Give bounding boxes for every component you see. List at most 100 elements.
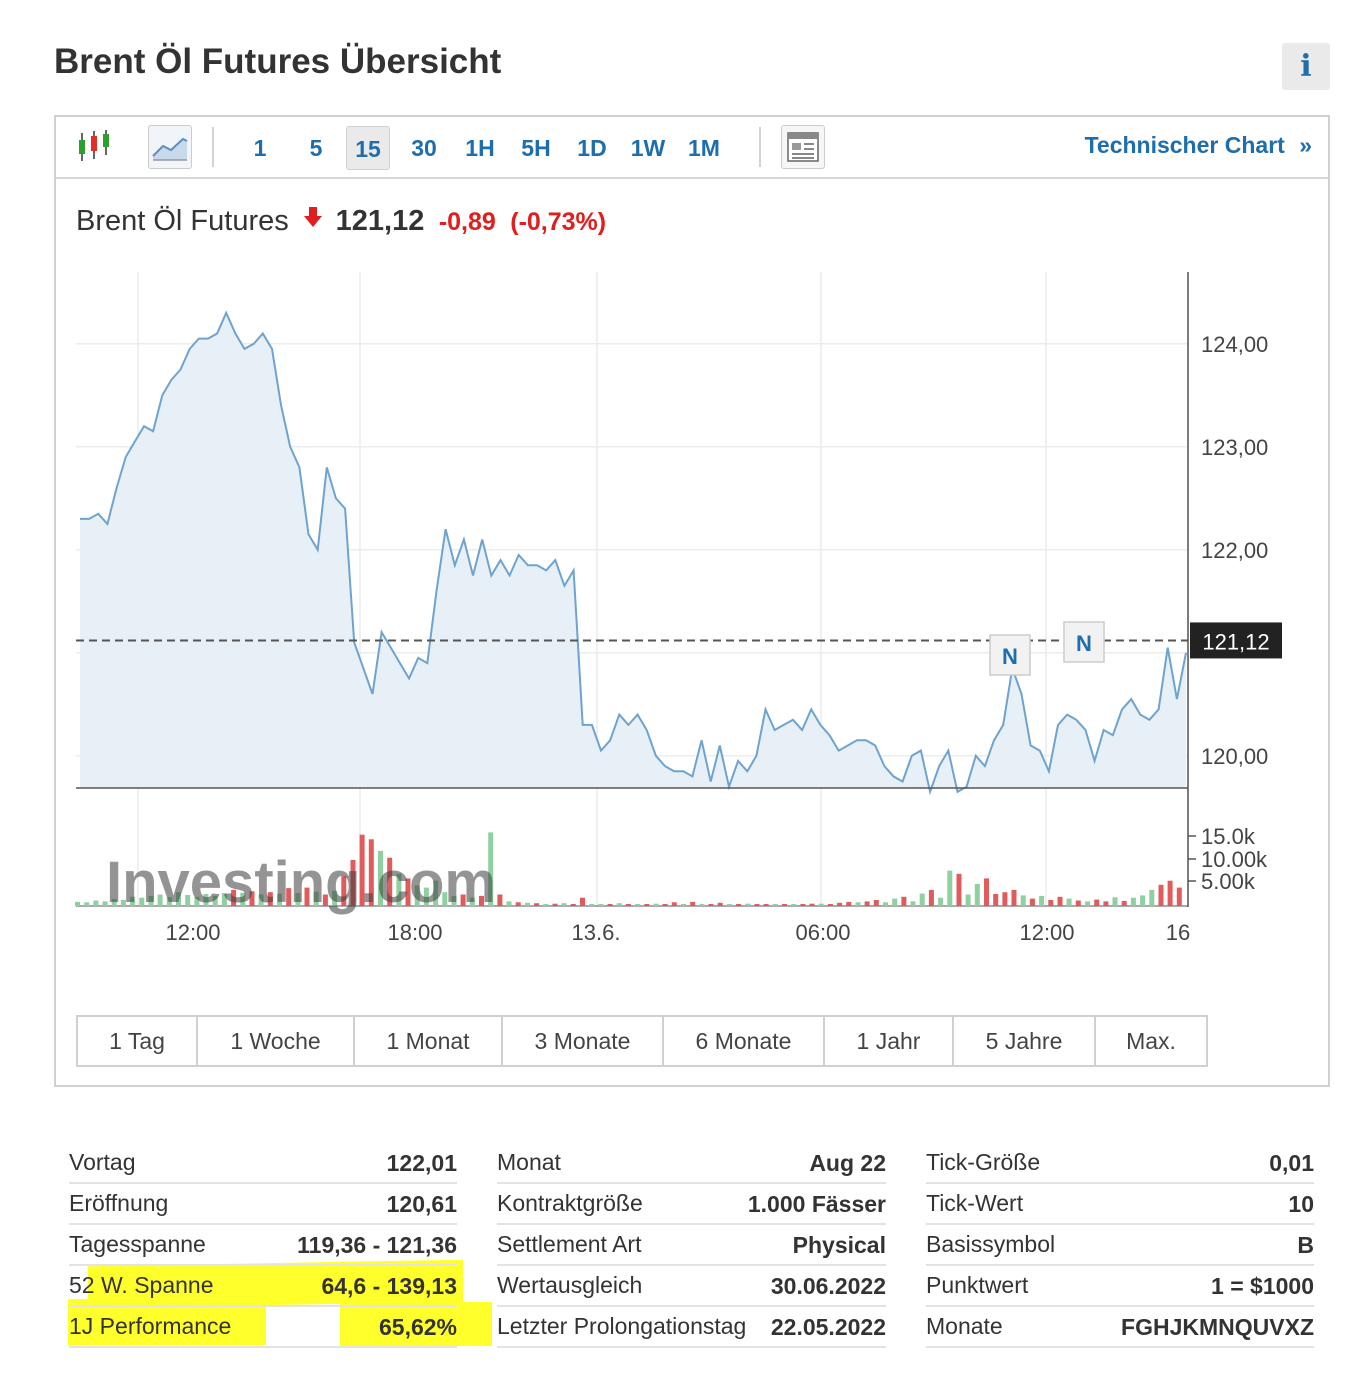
price-chart[interactable]: 121,12 124,00 123,00 122,00 120,00 15.0k10.00…: [56, 262, 1328, 962]
volume-bar: [754, 904, 760, 906]
volume-bar: [708, 904, 714, 906]
x-tick-label: 18:00: [387, 920, 442, 945]
volume-bar: [433, 880, 439, 906]
stat-label: 52 W. Spanne: [69, 1272, 214, 1298]
arrow-down-icon: [303, 206, 323, 233]
volume-bar: [212, 895, 218, 906]
stat-value: 65,62%: [378, 1314, 457, 1340]
volume-bar: [846, 901, 852, 906]
volume-bar: [938, 897, 944, 906]
volume-bar: [883, 902, 888, 906]
volume-bar: [148, 895, 154, 906]
volume-tick-label: 5.00k: [1201, 869, 1256, 894]
volume-bar: [231, 889, 237, 906]
volume-bar: [561, 903, 567, 906]
news-layout-icon[interactable]: [781, 125, 825, 169]
volume-bar: [194, 896, 200, 906]
technical-chart-link[interactable]: Technischer Chart »: [1085, 132, 1312, 159]
volume-bar: [598, 904, 604, 906]
timeframe-15[interactable]: 15: [346, 126, 390, 170]
price-area: [80, 312, 1186, 792]
stat-value: 0,01: [1269, 1150, 1314, 1176]
timeframe-1w[interactable]: 1W: [630, 135, 666, 161]
volume-bar: [497, 894, 503, 906]
area-chart-icon[interactable]: [148, 125, 192, 169]
volume-bar: [745, 903, 751, 906]
volume-bar: [378, 850, 383, 906]
range-button-7[interactable]: 5 Jahre: [954, 1017, 1096, 1065]
volume-bar: [625, 904, 631, 906]
volume-bar: [277, 893, 282, 906]
range-button-2[interactable]: 1 Woche: [198, 1017, 355, 1065]
volume-bar: [763, 904, 769, 906]
volume-bar: [304, 887, 310, 906]
volume-bar: [837, 902, 843, 906]
news-marker: [1063, 621, 1105, 663]
stat-value: 1.000 Fässer: [747, 1191, 886, 1217]
stat-row: Settlement Art Physical: [497, 1225, 886, 1266]
volume-bar: [809, 903, 815, 906]
volume-bar: [469, 897, 475, 906]
volume-bar: [543, 904, 549, 906]
range-button-6[interactable]: 1 Jahr: [825, 1017, 954, 1065]
volume-bar: [580, 897, 585, 906]
timeframe-30[interactable]: 30: [411, 135, 437, 161]
volume-bar: [451, 895, 457, 906]
volume-bar: [552, 903, 558, 906]
volume-bar: [423, 887, 429, 906]
volume-bar: [671, 902, 677, 906]
volume-bar: [460, 894, 466, 906]
timeframe-1m[interactable]: 1M: [688, 135, 720, 161]
volume-bar: [176, 892, 181, 906]
candlestick-chart-icon[interactable]: [73, 125, 117, 169]
stat-row: Eröffnung 120,61: [69, 1184, 457, 1225]
range-button-4[interactable]: 3 Monate: [503, 1017, 664, 1065]
timeframe-1[interactable]: 1: [253, 135, 267, 161]
volume-bar: [782, 904, 787, 906]
timeframe-5h[interactable]: 5H: [521, 135, 551, 161]
volume-bar: [414, 885, 420, 906]
volume-bar: [157, 894, 163, 906]
stat-value: Aug 22: [809, 1150, 886, 1176]
volume-bar: [901, 896, 907, 906]
volume-bar: [681, 904, 686, 906]
volume-bar: [919, 893, 925, 906]
volume-bar: [1094, 899, 1100, 906]
stat-label: 1J Performance: [69, 1313, 232, 1339]
stat-value: 10: [1288, 1191, 1314, 1217]
volume-bar: [102, 901, 108, 906]
range-button-1[interactable]: 1 Tag: [78, 1017, 198, 1065]
volume-bar: [690, 901, 696, 906]
volume-bar: [185, 895, 191, 906]
chart-widget: 1 5 15 30 1H 5H 1D 1W 1M Technischer Chart »: [54, 115, 1330, 1087]
volume-bar: [644, 904, 650, 906]
x-tick-label: 13.6.: [572, 920, 621, 945]
stat-row: Monate FGHJKMNQUVXZ: [926, 1307, 1314, 1348]
range-button-3[interactable]: 1 Monat: [355, 1017, 503, 1065]
range-button-5[interactable]: 6 Monate: [664, 1017, 825, 1065]
volume-bar: [313, 891, 319, 906]
timeframe-5[interactable]: 5: [309, 135, 323, 161]
volume-bar: [864, 901, 870, 906]
volume-bar: [616, 903, 622, 906]
volume-bar: [93, 900, 99, 906]
volume-bar: [928, 889, 934, 906]
price-line: [80, 310, 1187, 796]
stats-column-2: Monat Aug 22 Kontraktgröße 1.000 Fässer Sett…: [497, 1143, 886, 1348]
volume-bar: [791, 904, 797, 906]
timeframe-1d[interactable]: 1D: [577, 135, 607, 161]
watermark: Investing.com: [106, 850, 496, 915]
info-button[interactable]: i: [1282, 43, 1330, 90]
volume-bar: [1167, 880, 1173, 906]
timeframe-1h[interactable]: 1H: [465, 135, 495, 161]
stat-label: Basissymbol: [926, 1231, 1056, 1257]
volume-bar: [341, 876, 347, 906]
volume-bar: [405, 878, 411, 906]
volume-bar: [1158, 884, 1164, 906]
range-button-8[interactable]: Max.: [1126, 1028, 1176, 1054]
stat-label: Tagesspanne: [69, 1231, 206, 1257]
volume-tick-label: 15.0k: [1201, 824, 1256, 849]
volume-bar: [818, 903, 824, 906]
volume-bar: [1130, 897, 1136, 906]
stat-value: FGHJKMNQUVXZ: [1121, 1314, 1314, 1340]
